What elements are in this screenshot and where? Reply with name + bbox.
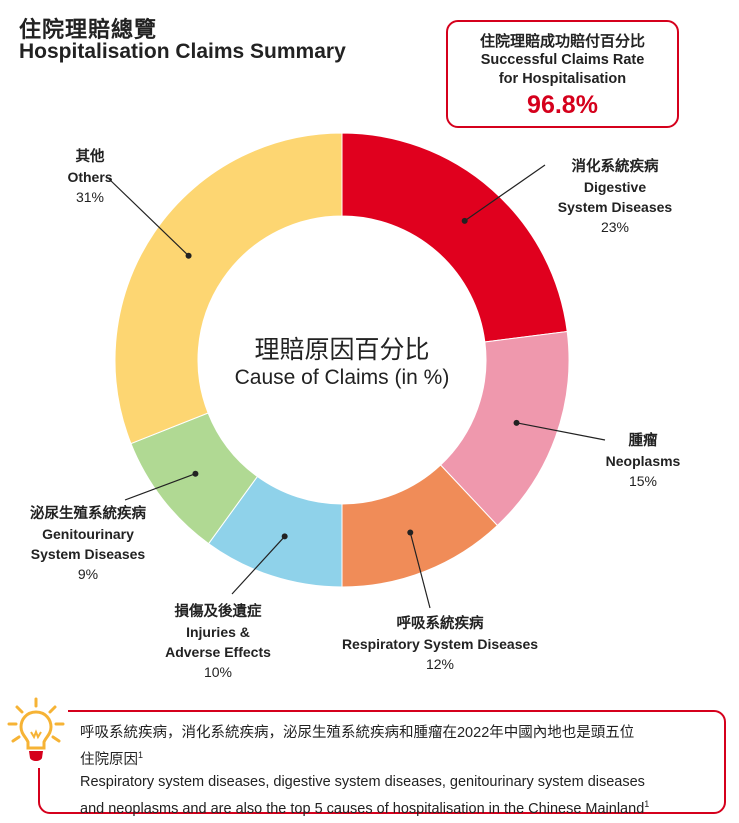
label-injuries: 損傷及後遺症 Injuries & Adverse Effects 10% bbox=[148, 602, 288, 682]
chart-center-label-en: Cause of Claims (in %) bbox=[234, 366, 450, 389]
slice-digestive bbox=[341, 132, 568, 343]
label-genitourinary: 泌尿生殖系統疾病 Genitourinary System Diseases 9… bbox=[8, 504, 168, 584]
leader-dot-injuries bbox=[281, 533, 288, 540]
label-digestive-en-2: System Diseases bbox=[557, 199, 673, 215]
leader-line-others bbox=[107, 177, 189, 257]
label-neoplasms-en: Neoplasms bbox=[605, 453, 681, 469]
label-others: 其他 Others 31% bbox=[40, 147, 140, 207]
claims-rate-label-zh: 住院理賠成功賠付百分比 bbox=[479, 33, 645, 50]
label-others-pct: 31% bbox=[75, 189, 105, 205]
label-digestive-pct: 23% bbox=[600, 219, 630, 235]
leader-dot-respiratory bbox=[407, 529, 414, 536]
label-genitourinary-pct: 9% bbox=[77, 566, 99, 582]
label-respiratory-en: Respiratory System Diseases bbox=[341, 636, 539, 652]
note-footnote-mark-1: 1 bbox=[138, 750, 144, 760]
label-injuries-en-2: Adverse Effects bbox=[165, 644, 271, 660]
label-injuries-pct: 10% bbox=[203, 664, 233, 680]
label-genitourinary-en-1: Genitourinary bbox=[42, 526, 134, 542]
label-injuries-zh: 損傷及後遺症 bbox=[174, 604, 262, 620]
label-genitourinary-zh: 泌尿生殖系統疾病 bbox=[30, 506, 146, 522]
label-injuries-en-1: Injuries & bbox=[186, 624, 250, 640]
leader-line-respiratory bbox=[409, 532, 431, 609]
label-respiratory-zh: 呼吸系統疾病 bbox=[396, 616, 484, 632]
label-digestive: 消化系統疾病 Digestive System Diseases 23% bbox=[540, 157, 690, 237]
note-zh-1: 呼吸系統疾病，消化系統疾病，泌尿生殖系統疾病和腫瘤在2022年中國內地也是頭五位 bbox=[80, 725, 635, 741]
leader-line-digestive bbox=[464, 164, 546, 222]
leader-line-neoplasms bbox=[516, 422, 606, 441]
donut-chart bbox=[107, 132, 606, 609]
label-genitourinary-en-2: System Diseases bbox=[30, 546, 146, 562]
lightbulb-icon bbox=[4, 696, 68, 768]
note-footnote-mark-2: 1 bbox=[644, 798, 650, 809]
label-digestive-en-1: Digestive bbox=[583, 179, 647, 195]
page-title-zh: 住院理賠總覽 bbox=[19, 17, 158, 42]
claims-rate-label-en-2: for Hospitalisation bbox=[498, 71, 627, 87]
label-respiratory-pct: 12% bbox=[425, 656, 455, 672]
label-others-en: Others bbox=[67, 169, 113, 185]
chart-center-label-zh: 理賠原因百分比 bbox=[254, 336, 430, 364]
label-others-zh: 其他 bbox=[75, 149, 105, 165]
claims-rate-label-en-1: Successful Claims Rate bbox=[480, 52, 645, 68]
claims-rate-value: 96.8% bbox=[527, 91, 598, 119]
leader-dot-digestive bbox=[461, 217, 468, 224]
note-zh-2: 住院原因 bbox=[80, 751, 138, 768]
label-digestive-zh: 消化系統疾病 bbox=[571, 159, 659, 175]
page-title-en: Hospitalisation Claims Summary bbox=[19, 40, 346, 63]
note-en-2: and neoplasms and are also the top 5 cau… bbox=[80, 800, 645, 817]
label-neoplasms-zh: 腫瘤 bbox=[628, 433, 658, 449]
leader-dot-genitourinary bbox=[192, 470, 199, 477]
leader-dot-neoplasms bbox=[513, 419, 520, 426]
note-en-1: Respiratory system diseases, digestive s… bbox=[80, 773, 645, 790]
label-neoplasms: 腫瘤 Neoplasms 15% bbox=[588, 431, 698, 491]
note-box bbox=[38, 710, 726, 814]
leader-dot-others bbox=[185, 252, 192, 259]
claims-rate-box: 住院理賠成功賠付百分比 Successful Claims Rate for H… bbox=[446, 20, 679, 128]
leader-line-genitourinary bbox=[124, 473, 196, 501]
note-text: 呼吸系統疾病，消化系統疾病，泌尿生殖系統疾病和腫瘤在2022年中國內地也是頭五位… bbox=[80, 722, 720, 820]
label-neoplasms-pct: 15% bbox=[628, 473, 658, 489]
slice-others bbox=[114, 132, 343, 445]
label-respiratory: 呼吸系統疾病 Respiratory System Diseases 12% bbox=[320, 614, 560, 674]
leader-line-injuries bbox=[231, 536, 286, 595]
